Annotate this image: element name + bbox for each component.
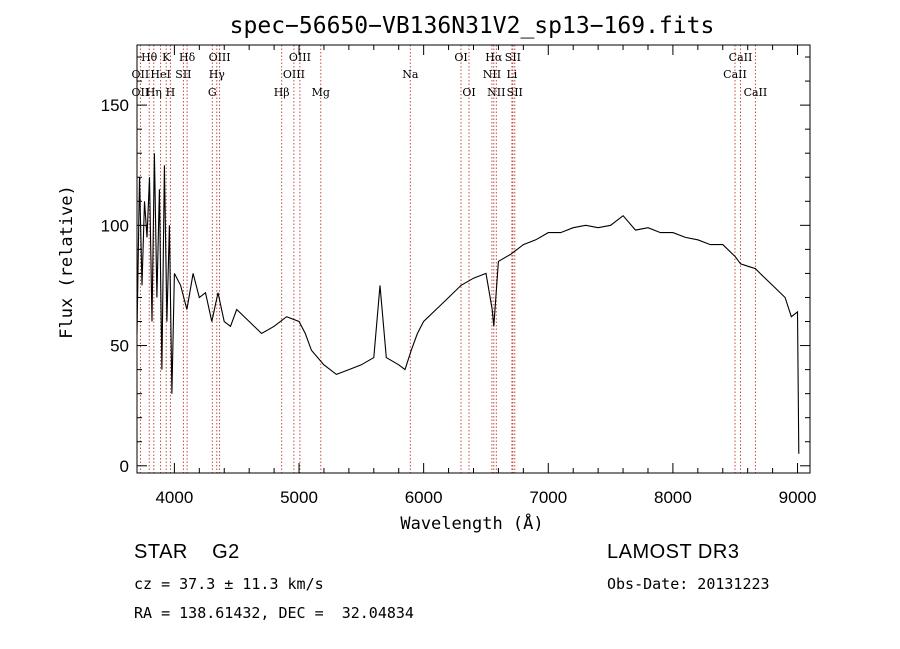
spectral-line-label: OIII [289,51,311,64]
y-tick-label: 50 [110,337,129,356]
plot-frame [136,44,811,474]
spectral-line-label: NII [483,68,501,81]
spectral-line-label: OIII [209,51,231,64]
spectral-line-label: OI [462,86,475,99]
spectral-line-label: K [162,51,171,64]
spectral-line-label: H [166,86,176,99]
spectral-line-label: Hδ [179,51,196,64]
y-axis-ticks: 0 50 100 150 [101,56,810,476]
survey-name: LAMOST DR3 [607,541,740,563]
spectral-line-label: OII [132,86,150,99]
spectral-line-label: Hα [485,51,503,64]
spectrum-series-line [136,153,800,454]
x-axis-ticks: 4000 5000 6000 7000 8000 9000 [155,45,816,507]
x-tick-label: 6000 [405,488,443,507]
object-class: STAR G2 [134,541,240,563]
spectral-line-label: NII [487,86,505,99]
spectral-line-label: SII [507,86,523,99]
spectral-line-label: HeI [150,68,170,81]
spectral-line-label: Na [402,68,419,81]
spectral-line-label: SII [505,51,521,64]
spectral-line-label: Hθ [141,51,158,64]
ra-dec-coordinates: RA = 138.61432, DEC = 32.04834 [134,604,414,622]
x-axis-label: Wavelength (Å) [400,512,543,534]
y-axis-label: Flux (relative) [57,185,77,339]
x-tick-label: 4000 [155,488,193,507]
spectral-line-label: Li [506,68,517,81]
x-tick-label: 7000 [529,488,567,507]
observation-date: Obs-Date: 20131223 [607,575,770,593]
y-tick-label: 100 [101,216,129,235]
y-tick-label: 150 [101,96,129,115]
spectral-line-label: OIII [283,68,305,81]
spectral-line-label: Hγ [209,68,226,81]
spectral-line-label: OI [454,51,467,64]
spectral-line-label: CaII [729,51,753,64]
x-tick-label: 9000 [779,488,817,507]
x-tick-label: 8000 [654,488,692,507]
spectral-line-label: G [208,86,217,99]
spectral-line-label: CaII [744,86,768,99]
spectral-line-markers [139,45,756,473]
spectral-line-label: Hβ [274,86,290,99]
x-tick-label: 5000 [280,488,318,507]
spectral-line-label: CaII [723,68,747,81]
spectral-line-label: Hη [146,86,162,99]
spectral-line-label: Mg [312,86,330,99]
spectral-line-label: SII [175,68,191,81]
y-tick-label: 0 [120,457,129,476]
chart-title: spec−56650−VB136N31V2_sp13−169.fits [230,13,715,39]
spectral-line-label: OII [132,68,150,81]
redshift-velocity: cz = 37.3 ± 11.3 km/s [134,575,324,593]
